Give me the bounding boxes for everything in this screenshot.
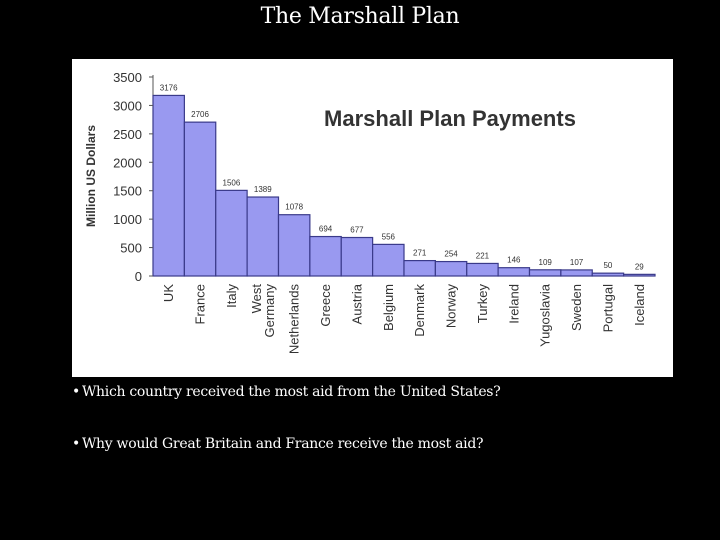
bar xyxy=(560,269,593,277)
bar xyxy=(591,272,625,277)
x-tick-label: Yugoslavia xyxy=(538,283,553,347)
question-2: • Why would Great Britain and France rece… xyxy=(72,436,712,452)
question-list: • Which country received the most aid fro… xyxy=(72,384,712,488)
value-labels: 3176 2706 1506 1389 1078 694 677 556 271 254 221 14… xyxy=(160,83,645,271)
value-label: 1389 xyxy=(254,185,272,194)
bar xyxy=(215,189,248,277)
x-tick-label-line: Austria xyxy=(349,283,364,324)
x-tick-label-line: Germany xyxy=(262,284,277,338)
value-label: 107 xyxy=(570,258,584,267)
bar xyxy=(340,236,374,277)
question-2-text: Why would Great Britain and France recei… xyxy=(81,436,484,452)
y-tick-label: 2000 xyxy=(113,155,142,170)
chart-panel: Marshall Plan Payments Million US Dollar… xyxy=(72,59,673,377)
bar xyxy=(528,269,562,277)
x-tick-label: France xyxy=(193,284,208,324)
question-1-text: Which country received the most aid from… xyxy=(81,384,501,400)
x-tick-label-line: Turkey xyxy=(475,284,490,324)
x-tick-label-line: Denmark xyxy=(412,284,427,337)
x-tick-label-line: UK xyxy=(161,284,176,302)
value-label: 694 xyxy=(319,225,333,234)
value-label: 271 xyxy=(413,249,427,258)
bar xyxy=(497,267,531,277)
bullet-dot: • xyxy=(72,384,80,400)
value-label: 146 xyxy=(507,256,521,265)
bullet-dot: • xyxy=(72,436,80,452)
x-tick-label-line: West xyxy=(249,284,264,314)
x-tick-label: Iceland xyxy=(632,284,647,326)
bar-chart: Marshall Plan Payments Million US Dollar… xyxy=(84,70,656,354)
y-tick-label: 3500 xyxy=(113,70,142,85)
x-tick-label: Italy xyxy=(224,284,239,308)
bar xyxy=(623,273,656,277)
value-label: 109 xyxy=(539,258,553,267)
x-tick-label-line: Norway xyxy=(444,284,459,329)
x-tick-label-line: Italy xyxy=(224,284,239,308)
bar xyxy=(152,94,185,277)
x-tick-label: Austria xyxy=(349,283,364,324)
x-tick-label: Ireland xyxy=(506,284,521,324)
bar xyxy=(309,235,342,277)
x-tick-label-line: Netherlands xyxy=(287,284,302,355)
slide-title: The Marshall Plan xyxy=(260,4,460,29)
x-tick-label: UK xyxy=(161,284,176,302)
bar xyxy=(434,260,468,277)
chart-title: Marshall Plan Payments xyxy=(324,106,576,131)
x-tick-label-line: Greece xyxy=(318,284,333,327)
bar xyxy=(372,243,405,277)
x-tick-label-line: France xyxy=(193,284,208,324)
y-tick-label: 3000 xyxy=(113,98,142,113)
value-label: 556 xyxy=(382,232,396,241)
value-label: 1506 xyxy=(223,178,241,187)
x-tick-label-line: Belgium xyxy=(381,284,396,331)
x-tick-label-line: Portugal xyxy=(600,284,615,333)
bar xyxy=(466,262,499,277)
x-tick-label-line: Ireland xyxy=(506,284,521,324)
x-tick-label: Netherlands xyxy=(287,284,302,355)
value-label: 221 xyxy=(476,251,490,260)
bar xyxy=(246,196,280,277)
x-tick-label-line: Sweden xyxy=(569,284,584,331)
value-label: 3176 xyxy=(160,83,178,92)
value-label: 2706 xyxy=(191,110,209,119)
y-tick-label: 1000 xyxy=(113,212,142,227)
x-tick-label: Denmark xyxy=(412,284,427,337)
value-label: 677 xyxy=(350,226,364,235)
y-tick-labels: 3500 3000 2500 2000 1500 1000 500 0 xyxy=(113,70,153,284)
bar xyxy=(403,259,436,277)
bars xyxy=(152,94,656,277)
value-label: 1078 xyxy=(285,203,303,212)
x-tick-label: Sweden xyxy=(569,284,584,331)
x-tick-label: Portugal xyxy=(600,284,615,333)
bar xyxy=(183,121,217,277)
x-tick-label: Turkey xyxy=(475,284,490,324)
bar xyxy=(277,214,311,277)
value-label: 50 xyxy=(603,261,612,270)
question-1: • Which country received the most aid fro… xyxy=(72,384,712,400)
y-axis-label: Million US Dollars xyxy=(84,125,98,227)
x-tick-label: Norway xyxy=(444,284,459,329)
x-tick-label-line: Iceland xyxy=(632,284,647,326)
x-tick-label-line: Yugoslavia xyxy=(538,283,553,347)
y-tick-label: 2500 xyxy=(113,127,142,142)
x-tick-label: Greece xyxy=(318,284,333,327)
y-tick-label: 0 xyxy=(135,269,142,284)
value-label: 29 xyxy=(635,262,644,271)
y-tick-label: 500 xyxy=(120,241,142,256)
value-label: 254 xyxy=(444,250,458,259)
x-tick-label: Belgium xyxy=(381,284,396,331)
y-tick-label: 1500 xyxy=(113,184,142,199)
